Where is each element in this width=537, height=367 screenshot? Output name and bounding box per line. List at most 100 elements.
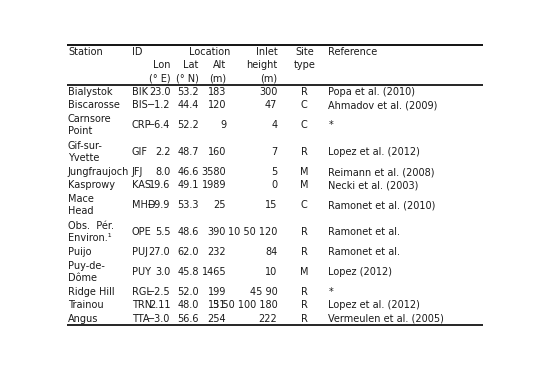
Text: 1989: 1989 [201,180,226,190]
Text: 1465: 1465 [201,267,226,277]
Text: Alt: Alt [213,61,226,70]
Text: 52.0: 52.0 [177,287,199,297]
Text: Ahmadov et al. (2009): Ahmadov et al. (2009) [329,101,438,110]
Text: Lat: Lat [183,61,199,70]
Text: 8.0: 8.0 [155,167,170,177]
Text: 7: 7 [271,147,277,157]
Text: *: * [329,120,333,130]
Text: 45.8: 45.8 [177,267,199,277]
Text: 232: 232 [207,247,226,257]
Text: ID: ID [132,47,142,57]
Text: 254: 254 [207,313,226,324]
Text: GIF: GIF [132,147,148,157]
Text: 160: 160 [208,147,226,157]
Text: Lopez et al. (2012): Lopez et al. (2012) [329,300,420,310]
Text: 56.6: 56.6 [177,313,199,324]
Text: PUY: PUY [132,267,151,277]
Text: Bialystok: Bialystok [68,87,112,97]
Text: Reimann et al. (2008): Reimann et al. (2008) [329,167,435,177]
Text: Ramonet et al. (2010): Ramonet et al. (2010) [329,200,436,210]
Text: Puijo: Puijo [68,247,91,257]
Text: Puy-de-
Dôme: Puy-de- Dôme [68,261,105,283]
Text: Biscarosse: Biscarosse [68,101,120,110]
Text: 49.1: 49.1 [177,180,199,190]
Text: Popa et al. (2010): Popa et al. (2010) [329,87,416,97]
Text: M: M [300,267,309,277]
Text: C: C [301,200,308,210]
Text: Gif-sur-
Yvette: Gif-sur- Yvette [68,141,103,163]
Text: −1.2: −1.2 [147,101,170,110]
Text: Jungfraujoch: Jungfraujoch [68,167,129,177]
Text: Lon: Lon [153,61,170,70]
Text: Vermeulen et al. (2005): Vermeulen et al. (2005) [329,313,444,324]
Text: −6.4: −6.4 [147,120,170,130]
Text: R: R [301,300,308,310]
Text: 52.2: 52.2 [177,120,199,130]
Text: Inlet: Inlet [256,47,277,57]
Text: PUJ: PUJ [132,247,148,257]
Text: −2.5: −2.5 [147,287,170,297]
Text: R: R [301,247,308,257]
Text: 5: 5 [271,167,277,177]
Text: (° N): (° N) [176,74,199,84]
Text: 2.2: 2.2 [155,147,170,157]
Text: 10 50 120: 10 50 120 [228,227,277,237]
Text: 25: 25 [214,200,226,210]
Text: Lopez et al. (2012): Lopez et al. (2012) [329,147,420,157]
Text: 222: 222 [258,313,277,324]
Text: R: R [301,87,308,97]
Text: 53.2: 53.2 [177,87,199,97]
Text: 23.0: 23.0 [149,87,170,97]
Text: 10: 10 [265,267,277,277]
Text: 9: 9 [220,120,226,130]
Text: MHD: MHD [132,200,155,210]
Text: 300: 300 [259,87,277,97]
Text: TTA: TTA [132,313,149,324]
Text: 2.11: 2.11 [149,300,170,310]
Text: 4: 4 [271,120,277,130]
Text: height: height [246,61,277,70]
Text: 15: 15 [265,200,277,210]
Text: (° E): (° E) [149,74,170,84]
Text: 183: 183 [208,87,226,97]
Text: Necki et al. (2003): Necki et al. (2003) [329,180,419,190]
Text: Kasprowy: Kasprowy [68,180,115,190]
Text: 19.6: 19.6 [149,180,170,190]
Text: 45 90: 45 90 [250,287,277,297]
Text: 84: 84 [265,247,277,257]
Text: CRP: CRP [132,120,151,130]
Text: Location: Location [189,47,230,57]
Text: R: R [301,313,308,324]
Text: Station: Station [68,47,103,57]
Text: Ramonet et al.: Ramonet et al. [329,227,401,237]
Text: type: type [293,61,315,70]
Text: 0: 0 [271,180,277,190]
Text: Site: Site [295,47,314,57]
Text: Ridge Hill: Ridge Hill [68,287,114,297]
Text: RGL: RGL [132,287,151,297]
Text: 46.6: 46.6 [177,167,199,177]
Text: 48.7: 48.7 [177,147,199,157]
Text: Lopez (2012): Lopez (2012) [329,267,393,277]
Text: C: C [301,101,308,110]
Text: 27.0: 27.0 [149,247,170,257]
Text: (m): (m) [260,74,277,84]
Text: 3.0: 3.0 [155,267,170,277]
Text: Trainou: Trainou [68,300,104,310]
Text: TRN: TRN [132,300,152,310]
Text: BIK: BIK [132,87,148,97]
Text: OPE: OPE [132,227,151,237]
Text: 390: 390 [208,227,226,237]
Text: KAS: KAS [132,180,151,190]
Text: −9.9: −9.9 [147,200,170,210]
Text: 62.0: 62.0 [177,247,199,257]
Text: M: M [300,180,309,190]
Text: 5.5: 5.5 [155,227,170,237]
Text: M: M [300,167,309,177]
Text: Mace
Head: Mace Head [68,194,94,216]
Text: 47: 47 [265,101,277,110]
Text: 53.3: 53.3 [177,200,199,210]
Text: BIS: BIS [132,101,147,110]
Text: −3.0: −3.0 [147,313,170,324]
Text: Angus: Angus [68,313,98,324]
